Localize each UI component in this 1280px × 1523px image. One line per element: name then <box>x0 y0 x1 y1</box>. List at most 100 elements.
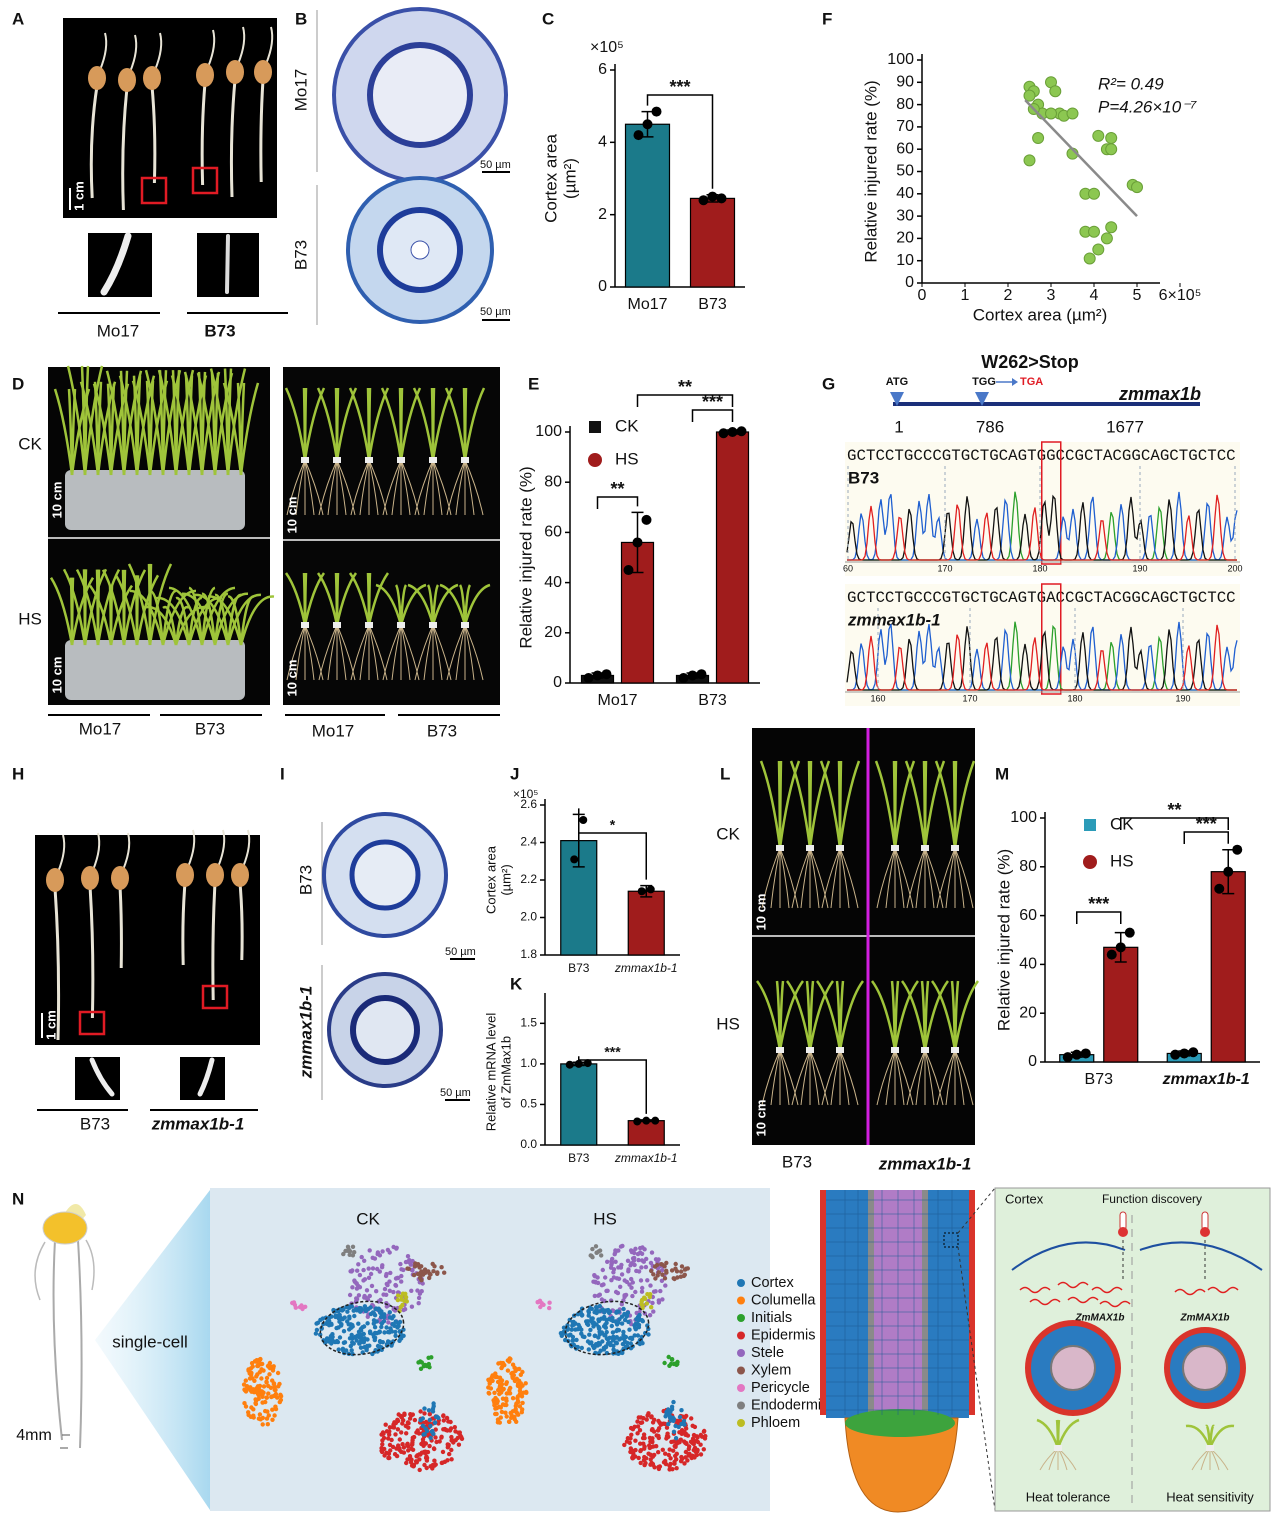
crop-box <box>78 1010 106 1036</box>
umap-cell <box>393 1432 398 1437</box>
umap-cell <box>350 1285 355 1290</box>
leaf <box>838 760 843 849</box>
trace <box>846 626 1237 691</box>
scale-label: 10 cm <box>753 894 768 931</box>
umap-cell <box>608 1342 613 1348</box>
umap-cell <box>387 1432 392 1437</box>
label-tag <box>776 845 784 851</box>
umap-cell <box>357 1285 363 1290</box>
legend-label: HS <box>1110 851 1134 870</box>
umap-cell <box>429 1355 434 1360</box>
genotype: Mo17 <box>97 321 140 340</box>
panel-label: K <box>510 974 523 993</box>
trace <box>847 624 1237 691</box>
umap-cell <box>355 1268 360 1273</box>
umap-cell <box>663 1283 668 1288</box>
leaf <box>808 760 813 849</box>
umap-cell <box>609 1278 614 1283</box>
replicate-point <box>707 191 718 202</box>
root <box>761 847 781 909</box>
umap-cell <box>592 1273 597 1278</box>
umap-cell <box>596 1293 601 1298</box>
root <box>304 459 324 516</box>
leaf <box>348 387 371 461</box>
umap-cell <box>498 1415 503 1420</box>
scale-label: 10 cm <box>284 660 299 697</box>
significance: * <box>610 817 616 833</box>
umap-cell <box>639 1420 645 1425</box>
y-axis-label: Relative injured rate (%) <box>861 80 880 262</box>
genotype: B73 <box>195 719 225 738</box>
umap-cell <box>601 1282 606 1287</box>
umap-cell <box>347 1327 352 1332</box>
label-tag <box>333 457 341 463</box>
stele <box>350 995 420 1065</box>
legend-marker <box>737 1314 745 1322</box>
umap-cell <box>242 1401 247 1406</box>
leaf <box>893 760 916 849</box>
umap-cell <box>656 1257 661 1262</box>
umap-cell <box>493 1411 498 1417</box>
umap-cell <box>264 1416 270 1421</box>
umap-cell <box>380 1438 385 1443</box>
leaf <box>1055 1419 1060 1449</box>
umap-cell <box>271 1381 277 1387</box>
umap-cell <box>351 1341 356 1346</box>
umap-cell <box>497 1391 502 1397</box>
umap-cell <box>314 1327 320 1333</box>
umap-cell <box>573 1327 578 1332</box>
umap-cell <box>681 1273 687 1279</box>
panel-label: M <box>995 764 1009 783</box>
umap-cell <box>570 1338 575 1343</box>
umap-cell <box>679 1264 685 1269</box>
umap-cell <box>387 1288 392 1294</box>
umap-cell <box>388 1448 393 1453</box>
umap-cell <box>370 1266 376 1271</box>
significance-bracket <box>578 808 647 880</box>
panel-label: D <box>12 374 24 393</box>
umap-cell <box>366 1275 372 1281</box>
umap-cell <box>439 1265 444 1270</box>
umap-cell <box>504 1414 509 1419</box>
umap-cell <box>272 1387 277 1393</box>
point <box>1066 107 1079 120</box>
umap-cell <box>356 1293 362 1298</box>
traces: GCTCCTGCCCGTGCTGCAGTGGCCGCTACGGCAGCTGCTC… <box>843 441 1243 703</box>
umap-cell <box>419 1289 424 1294</box>
umap-cell <box>486 1377 491 1383</box>
umap-cell <box>259 1389 264 1395</box>
root <box>432 624 452 681</box>
umap-cell <box>638 1441 643 1446</box>
cluster-outline <box>564 1300 650 1356</box>
umap-cell <box>573 1321 578 1326</box>
umap-cell <box>323 1340 328 1345</box>
umap-cell <box>386 1320 391 1325</box>
root <box>414 459 434 516</box>
umap-cell <box>493 1374 498 1380</box>
umap-cell <box>406 1448 411 1453</box>
umap-cell <box>418 1418 423 1423</box>
panel-a: 1 cm Mo17 B73 <box>58 18 288 340</box>
umap-cell <box>452 1425 457 1430</box>
umap-cell <box>639 1289 645 1294</box>
x-tick-label: zmmax1b-1 <box>1162 1071 1250 1088</box>
legend-marker <box>737 1331 745 1340</box>
umap-cell <box>370 1351 375 1357</box>
panel-l: CK HS 10 cm 10 cm B73 zmmax1b-1 <box>716 728 980 1173</box>
leaf <box>239 382 260 476</box>
panel-label: G <box>822 374 835 393</box>
umap-cell <box>663 1451 668 1456</box>
umap-cell <box>570 1334 576 1340</box>
position: 1677 <box>1106 417 1144 436</box>
umap-cell <box>328 1334 334 1339</box>
transcript <box>1091 1286 1123 1294</box>
leaf <box>778 760 801 849</box>
umap-cell <box>447 1451 452 1457</box>
leaf <box>316 387 339 461</box>
umap-cell <box>627 1327 632 1332</box>
leaf <box>129 589 165 646</box>
root <box>432 624 443 681</box>
umap-cell <box>291 1300 297 1305</box>
scale-label: 50 µm <box>480 159 511 171</box>
outcome: Heat sensitivity <box>1166 1489 1254 1504</box>
